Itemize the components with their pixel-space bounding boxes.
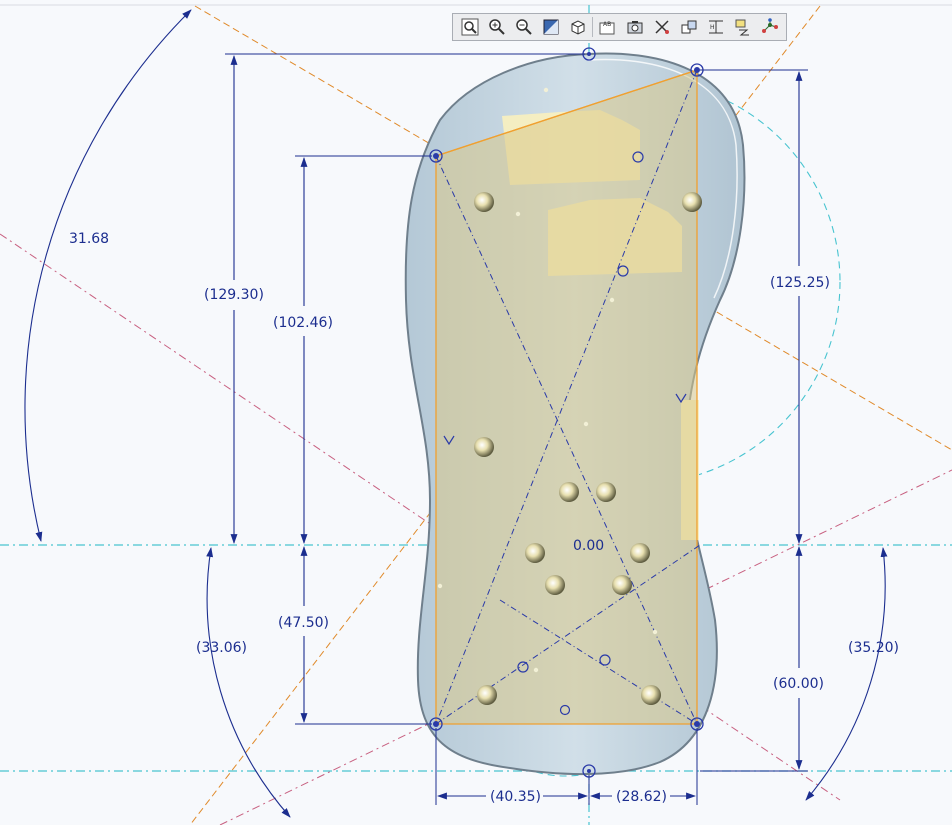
dim-vertical-right-lower[interactable]: (60.00) xyxy=(773,676,824,692)
saved-views-icon xyxy=(627,21,642,34)
dim-horizontal-right[interactable]: (28.62) xyxy=(616,789,667,805)
extension-lines xyxy=(225,53,808,805)
datum-display-button[interactable]: AB xyxy=(594,14,621,40)
dimension-labels: 31.68 (129.30) (102.46) (125.25) (47.50)… xyxy=(69,231,899,805)
dim-origin-label[interactable]: 0.00 xyxy=(573,538,604,554)
refit-view-button[interactable] xyxy=(456,14,483,40)
dim-vertical-left-outer[interactable]: (129.30) xyxy=(204,287,264,303)
dimension-display-icon xyxy=(681,20,696,34)
zoom-out-button[interactable] xyxy=(510,14,537,40)
zoom-out-icon xyxy=(515,19,532,35)
dim-vertical-right-upper[interactable]: (125.25) xyxy=(770,275,830,291)
dim-vertical-left-inner[interactable]: (102.46) xyxy=(273,315,333,331)
vertex-display-button[interactable]: H xyxy=(702,14,729,40)
view-orientation-icon xyxy=(571,20,584,35)
holes xyxy=(437,87,702,705)
svg-text:AB: AB xyxy=(603,21,611,28)
vertex-display-icon: H xyxy=(708,20,723,34)
grid-display-button[interactable] xyxy=(729,14,756,40)
grid-display-icon xyxy=(735,19,749,36)
graphics-toolbar: AB H xyxy=(452,13,787,41)
view-orientation-button[interactable] xyxy=(564,14,591,40)
toolbar-separator xyxy=(592,17,593,37)
sketch-points-icon xyxy=(761,18,778,33)
constraint-display-button[interactable] xyxy=(648,14,675,40)
dimension-lines[interactable] xyxy=(24,9,888,818)
diagonals xyxy=(435,69,701,725)
dim-angle-bottom-right[interactable]: (35.20) xyxy=(848,640,899,656)
dimension-display-button[interactable] xyxy=(675,14,702,40)
shade-display-icon xyxy=(543,19,558,35)
sketch-points-button[interactable] xyxy=(756,14,783,40)
zoom-in-icon xyxy=(488,19,505,35)
dim-angle-top-left[interactable]: 31.68 xyxy=(69,231,109,247)
zoom-in-button[interactable] xyxy=(483,14,510,40)
dim-horizontal-left[interactable]: (40.35) xyxy=(490,789,541,805)
datum-display-icon: AB xyxy=(599,21,614,35)
refit-view-icon xyxy=(461,18,478,36)
dim-vertical-left-lower[interactable]: (47.50) xyxy=(278,615,329,631)
dim-angle-bottom-left[interactable]: (33.06) xyxy=(196,640,247,656)
saved-views-button[interactable] xyxy=(621,14,648,40)
shade-display-button[interactable] xyxy=(537,14,564,40)
constraint-display-icon xyxy=(654,20,669,34)
svg-text:H: H xyxy=(710,24,715,31)
